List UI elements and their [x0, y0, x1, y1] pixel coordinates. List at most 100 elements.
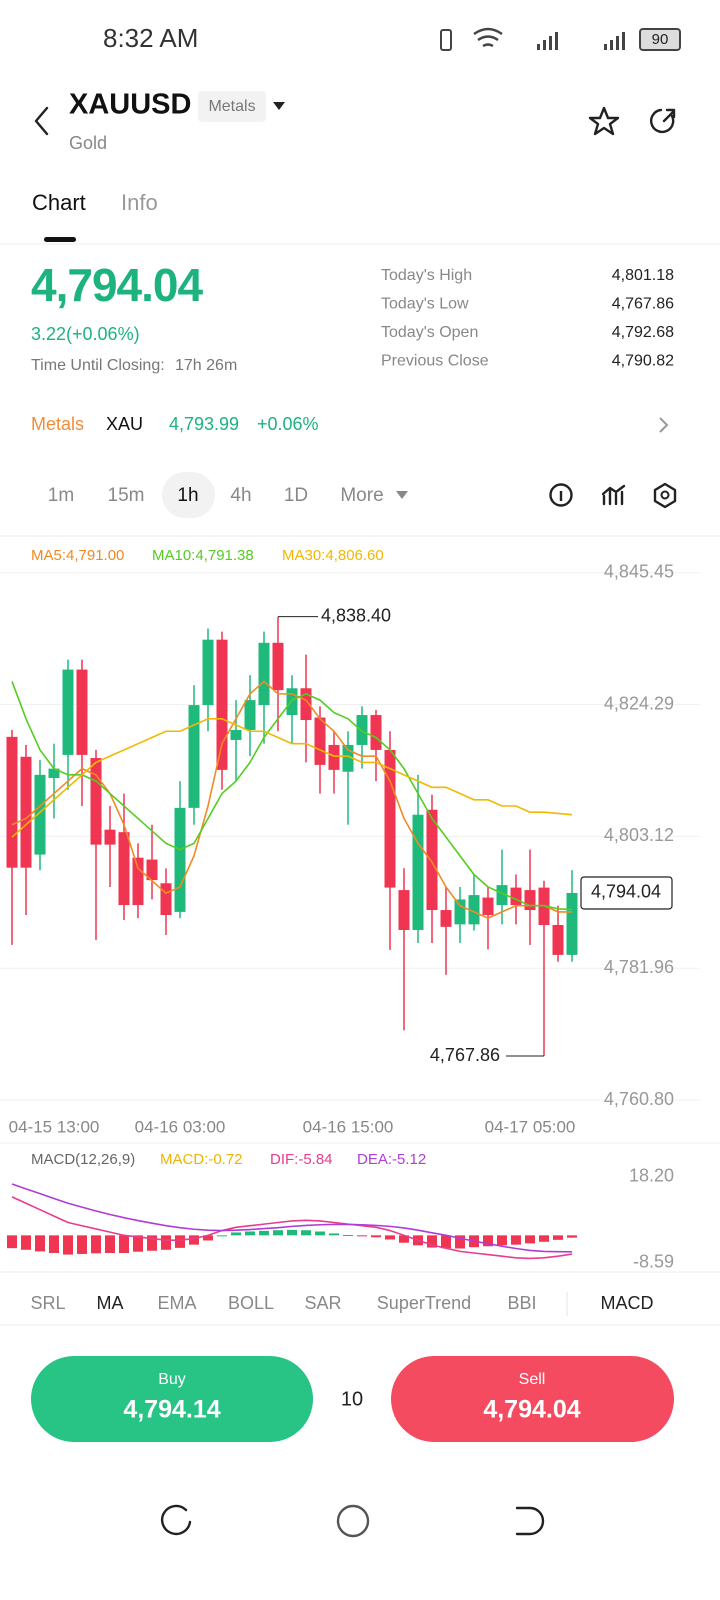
settings-button[interactable]	[653, 482, 677, 509]
macd-bar	[539, 1235, 549, 1242]
buy-price: 4,794.14	[123, 1396, 220, 1424]
stat-label: Previous Close	[381, 353, 489, 370]
candle-body	[356, 715, 368, 745]
indicator-option[interactable]: SRL	[30, 1293, 65, 1313]
interval-option[interactable]: 1D	[284, 485, 308, 506]
macd-bar	[315, 1231, 325, 1236]
candle-body	[216, 639, 228, 770]
macd-bar	[35, 1235, 45, 1252]
macd-bar	[133, 1235, 143, 1252]
sell-button[interactable]	[391, 1356, 674, 1442]
y-tick-label: 4,781.96	[604, 957, 674, 977]
legend-label: MA10:4,791.38	[152, 547, 254, 564]
tag-dropdown[interactable]	[273, 102, 285, 110]
x-tick-label: 04-17 05:00	[485, 1117, 576, 1136]
legend-label: DEA:-5.12	[357, 1151, 426, 1168]
last-price: 4,794.04	[31, 259, 203, 311]
macd-bar	[91, 1235, 101, 1254]
nav-back[interactable]	[515, 1506, 545, 1536]
macd-bar	[525, 1235, 535, 1244]
candle-body	[258, 642, 270, 706]
quantity[interactable]: 10	[341, 1388, 363, 1410]
candle-body	[412, 814, 424, 930]
status-time: 8:32 AM	[103, 23, 198, 53]
tab[interactable]: Info	[121, 190, 158, 215]
symbol: XAUUSD	[69, 89, 191, 121]
candle-body	[146, 859, 158, 881]
stat-value: 4,767.86	[612, 296, 674, 313]
indicator-option[interactable]: MA	[97, 1293, 124, 1313]
nav-home[interactable]	[336, 1504, 370, 1538]
candle-body	[6, 736, 18, 868]
indicator-option[interactable]: EMA	[157, 1293, 196, 1313]
candle-body	[272, 642, 284, 691]
macd-bar	[217, 1235, 227, 1237]
related-symbol[interactable]: XAU	[106, 414, 143, 434]
candle-body	[454, 899, 466, 925]
stat-label: Today's High	[381, 267, 472, 284]
candle-body	[384, 749, 396, 888]
macd-bar	[399, 1235, 409, 1243]
indicator-button[interactable]	[601, 484, 626, 506]
related-category[interactable]: Metals	[31, 414, 84, 434]
info-button[interactable]	[549, 483, 573, 507]
candle-body	[286, 688, 298, 716]
macd-bar	[511, 1235, 521, 1245]
candle-body	[34, 774, 46, 855]
interval-option[interactable]: 4h	[230, 485, 251, 506]
candle-body	[90, 758, 102, 845]
candle-body	[426, 809, 438, 911]
macd-bar	[161, 1235, 171, 1250]
legend-label: MACD:-0.72	[160, 1151, 243, 1168]
back-button[interactable]	[34, 106, 49, 136]
tab[interactable]: Chart	[32, 190, 86, 215]
candle-body	[468, 895, 480, 925]
legend-label: MA5:4,791.00	[31, 547, 124, 564]
y-tick-label: 4,803.12	[604, 825, 674, 845]
stat-value: 4,792.68	[612, 324, 674, 341]
candle-body	[482, 897, 494, 916]
indicator-option[interactable]: SAR	[304, 1293, 341, 1313]
stat-value: 4,790.82	[612, 353, 674, 370]
candle-body	[244, 700, 256, 730]
ma-line	[11, 681, 573, 911]
macd-bar	[231, 1232, 241, 1236]
candle-body	[48, 768, 60, 778]
indicator-option[interactable]: BBI	[507, 1293, 536, 1313]
macd-bar	[7, 1235, 17, 1249]
interval-option[interactable]: 1h	[177, 485, 198, 506]
macd-bar	[21, 1235, 31, 1250]
sell-label: Sell	[519, 1371, 546, 1388]
stat-label: Today's Open	[381, 324, 478, 341]
macd-bar	[63, 1235, 73, 1255]
y-tick-label: -8.59	[633, 1252, 674, 1272]
symbol-tag[interactable]: Metals	[208, 98, 255, 115]
indicator-option[interactable]: SuperTrend	[377, 1293, 471, 1313]
candle-body	[230, 730, 242, 740]
candle-body	[552, 924, 564, 955]
y-tick-label: 4,845.45	[604, 561, 674, 581]
interval-option[interactable]: More	[340, 485, 383, 506]
macd-bar	[371, 1235, 381, 1238]
candle-body	[104, 829, 116, 845]
candle-body	[202, 639, 214, 706]
more-dropdown[interactable]	[396, 491, 408, 499]
macd-bar	[147, 1235, 157, 1251]
candle-body	[328, 744, 340, 770]
interval-option[interactable]: 15m	[108, 485, 145, 506]
status-icons	[440, 27, 681, 51]
settings-glyph	[660, 490, 670, 500]
related-chevron[interactable]	[659, 417, 669, 433]
favorite-button[interactable]	[588, 106, 620, 136]
share-button[interactable]	[649, 108, 676, 134]
interval-option[interactable]: 1m	[48, 485, 74, 506]
macd-bar	[441, 1235, 451, 1249]
tag-background	[198, 91, 266, 122]
indicator-option[interactable]: MACD	[601, 1293, 654, 1313]
nav-recents[interactable]	[160, 1504, 192, 1536]
indicator-option[interactable]: BOLL	[228, 1293, 274, 1313]
macd-bar	[427, 1235, 437, 1248]
candle-body	[510, 887, 522, 906]
buy-button[interactable]	[31, 1356, 313, 1442]
